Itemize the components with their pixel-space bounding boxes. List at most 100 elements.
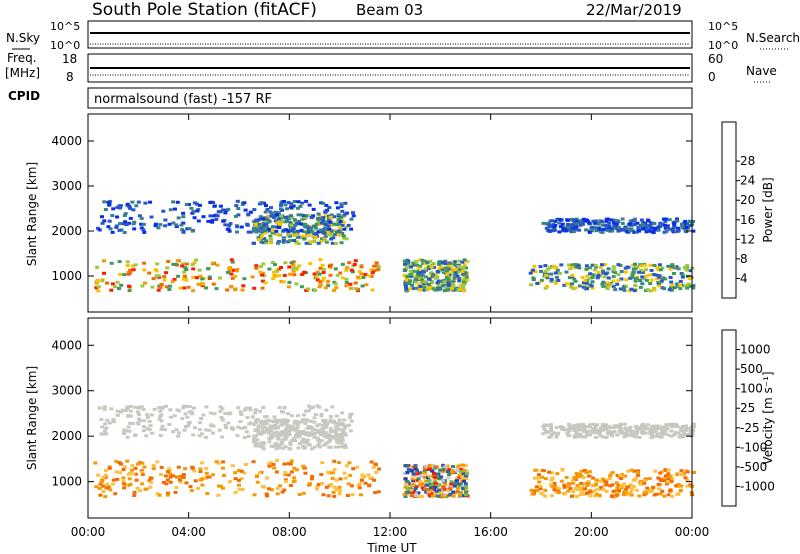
echo-cell bbox=[111, 482, 116, 486]
echo-cell bbox=[435, 286, 440, 290]
echo-cell bbox=[457, 473, 462, 477]
echo-cell bbox=[289, 470, 294, 474]
echo-cell bbox=[667, 218, 672, 222]
echo-cell bbox=[428, 467, 432, 471]
echo-cell bbox=[657, 263, 662, 267]
echo-cell bbox=[141, 419, 146, 423]
echo-cell bbox=[566, 485, 571, 489]
echo-cell bbox=[341, 220, 346, 224]
echo-cell bbox=[196, 219, 201, 223]
echo-cell bbox=[156, 226, 161, 230]
echo-cell bbox=[623, 270, 628, 274]
echo-cell bbox=[274, 229, 279, 233]
echo-cell bbox=[630, 468, 635, 472]
echo-cell bbox=[302, 432, 306, 436]
echo-cell bbox=[109, 407, 114, 411]
echo-cell bbox=[543, 477, 548, 481]
echo-cell bbox=[691, 284, 696, 288]
echo-cell bbox=[224, 426, 228, 430]
echo-cell bbox=[628, 276, 633, 280]
echo-cell bbox=[662, 431, 667, 435]
echo-cell bbox=[327, 439, 332, 443]
echo-cell bbox=[337, 222, 342, 226]
echo-cell bbox=[624, 278, 629, 282]
echo-cell bbox=[676, 226, 680, 230]
echo-cell bbox=[186, 285, 191, 289]
echo-cell bbox=[653, 434, 657, 438]
echo-cell bbox=[256, 431, 261, 434]
echo-cell bbox=[149, 480, 154, 484]
echo-cell bbox=[340, 262, 345, 266]
echo-cell bbox=[666, 472, 671, 476]
echo-cell bbox=[171, 200, 176, 204]
echo-cell bbox=[262, 431, 267, 435]
echo-cell bbox=[203, 476, 208, 480]
echo-cell bbox=[673, 431, 678, 434]
echo-cell bbox=[286, 232, 291, 236]
echo-cell bbox=[567, 483, 572, 487]
echo-cell bbox=[600, 220, 605, 224]
echo-cell bbox=[191, 433, 196, 437]
echo-cell bbox=[294, 426, 298, 430]
echo-cell bbox=[570, 274, 575, 277]
echo-cell bbox=[634, 476, 639, 480]
echo-cell bbox=[323, 234, 328, 238]
echo-cell bbox=[102, 219, 107, 223]
station-title: South Pole Station (fitACF) bbox=[92, 0, 317, 20]
echo-cell bbox=[294, 468, 299, 472]
echo-cell bbox=[122, 482, 126, 486]
echo-cell bbox=[288, 220, 293, 224]
nave-label: Nave bbox=[746, 64, 777, 78]
echo-cell bbox=[580, 275, 585, 279]
echo-cell bbox=[582, 492, 587, 496]
echo-cell bbox=[567, 423, 571, 426]
echo-cell bbox=[272, 415, 277, 419]
echo-cell bbox=[343, 212, 348, 216]
echo-cell bbox=[533, 270, 538, 274]
echo-cell bbox=[324, 485, 329, 489]
echo-cell bbox=[211, 473, 216, 477]
echo-cell bbox=[131, 222, 136, 226]
echo-cell bbox=[292, 230, 297, 234]
echo-cell bbox=[318, 266, 323, 270]
echo-cell bbox=[571, 230, 576, 234]
echo-cell bbox=[186, 421, 191, 425]
echo-cell bbox=[635, 265, 640, 269]
echo-cell bbox=[462, 468, 467, 472]
echo-cell bbox=[349, 419, 354, 423]
echo-cell bbox=[560, 222, 565, 226]
echo-cell bbox=[644, 230, 649, 234]
echo-cell bbox=[95, 279, 100, 283]
echo-cell bbox=[128, 409, 133, 413]
echo-cell bbox=[449, 272, 454, 276]
echo-cell bbox=[289, 425, 294, 429]
echo-cell bbox=[601, 435, 606, 439]
echo-cell bbox=[260, 445, 265, 449]
echo-cell bbox=[629, 224, 634, 228]
echo-cell bbox=[430, 286, 435, 290]
echo-cell bbox=[245, 223, 250, 227]
echo-cell bbox=[94, 286, 99, 290]
echo-cell bbox=[555, 217, 560, 221]
echo-cell bbox=[266, 418, 271, 422]
echo-cell bbox=[344, 284, 349, 288]
echo-cell bbox=[464, 266, 469, 270]
echo-cell bbox=[122, 273, 127, 277]
echo-cell bbox=[548, 224, 553, 227]
echo-cell bbox=[131, 264, 135, 268]
echo-cell bbox=[276, 437, 281, 441]
echo-cell bbox=[328, 266, 333, 270]
echo-cell bbox=[337, 489, 342, 493]
echo-cell bbox=[431, 262, 436, 266]
echo-cell bbox=[575, 495, 579, 498]
echo-cell bbox=[228, 266, 233, 270]
echo-cell bbox=[616, 278, 621, 282]
echo-cell bbox=[676, 267, 681, 271]
echo-cell bbox=[319, 482, 324, 485]
echo-cell bbox=[420, 486, 425, 490]
echo-cell bbox=[318, 433, 323, 437]
echo-cell bbox=[181, 277, 186, 281]
echo-cell bbox=[141, 408, 146, 411]
echo-cell bbox=[416, 477, 421, 481]
echo-cell bbox=[274, 269, 279, 273]
